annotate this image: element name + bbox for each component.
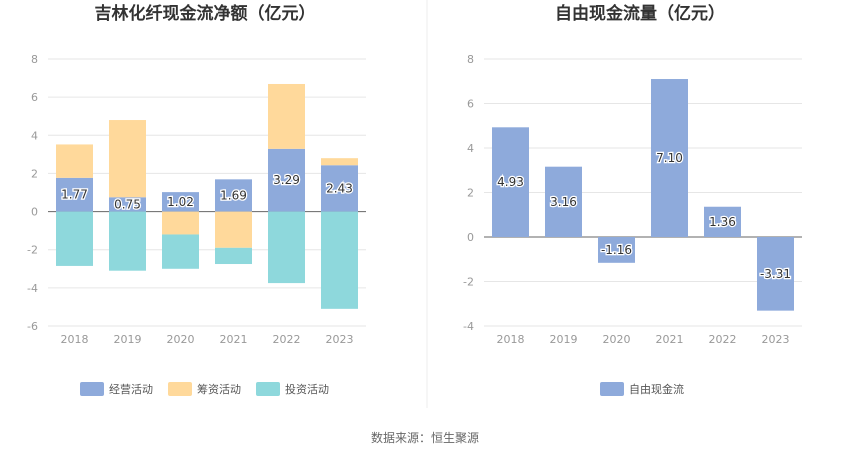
bar-投资活动 — [321, 211, 358, 309]
legend-label: 筹资活动 — [197, 382, 241, 396]
y-tick-label: -2 — [27, 244, 38, 257]
data-source-note: 数据来源：恒生聚源 — [371, 430, 479, 445]
bar-自由现金流 — [492, 127, 529, 237]
data-label: 1.77 — [61, 188, 88, 202]
bar-筹资活动 — [321, 158, 358, 166]
bar-经营活动 — [162, 192, 199, 212]
bar-投资活动 — [162, 234, 199, 269]
bar-经营活动 — [321, 165, 358, 212]
x-tick-label: 2022 — [273, 333, 301, 346]
x-tick-label: 2020 — [603, 333, 631, 346]
y-tick-label: 0 — [31, 206, 38, 219]
bar-投资活动 — [109, 211, 146, 271]
y-tick-label: 4 — [467, 142, 474, 155]
bar-自由现金流 — [598, 237, 635, 263]
bar-投资活动 — [215, 247, 252, 265]
x-tick-label: 2020 — [167, 333, 195, 346]
data-label: -3.31 — [760, 267, 791, 281]
bar-自由现金流 — [545, 166, 582, 237]
x-tick-label: 2019 — [114, 333, 142, 346]
bar-投资活动 — [56, 211, 93, 266]
bar-自由现金流 — [704, 206, 741, 237]
data-label: 1.36 — [709, 215, 736, 229]
cash-flow-net-chart: 吉林化纤现金流净额（亿元） 8 6 4 2 0 -2 -4 -6 2018 2019 2020 202… — [27, 3, 366, 396]
y-tick-label: 2 — [467, 187, 474, 200]
legend-label: 自由现金流 — [629, 382, 684, 396]
bar-经营活动 — [215, 179, 252, 212]
y-tick-label: 4 — [31, 129, 38, 142]
bar-投资活动 — [268, 211, 305, 284]
y-tick-label: 8 — [467, 53, 474, 66]
data-label: 7.10 — [656, 151, 683, 165]
y-tick-label: -4 — [463, 320, 474, 333]
bar-经营活动 — [268, 148, 305, 212]
bar-经营活动 — [56, 177, 93, 212]
x-tick-label: 2022 — [709, 333, 737, 346]
x-tick-label: 2021 — [220, 333, 248, 346]
y-tick-label: 6 — [467, 98, 474, 111]
chart-title: 自由现金流量（亿元） — [555, 3, 725, 24]
bar-自由现金流 — [757, 237, 794, 311]
y-tick-label: -4 — [27, 282, 38, 295]
y-tick-label: 2 — [31, 167, 38, 180]
legend-swatch — [600, 382, 624, 396]
x-tick-label: 2018 — [61, 333, 89, 346]
y-tick-label: 0 — [467, 231, 474, 244]
data-label: 3.29 — [273, 173, 300, 187]
legend-label: 投资活动 — [285, 382, 329, 396]
data-label: 0.75 — [114, 197, 141, 211]
data-label: 3.16 — [550, 195, 577, 209]
bar-筹资活动 — [268, 83, 305, 149]
y-tick-label: 6 — [31, 91, 38, 104]
free-cash-flow-chart: 自由现金流量（亿元） 8 6 4 2 0 -2 -4 2018 2019 2020 2021 2022… — [463, 3, 802, 396]
y-tick-label: 8 — [31, 53, 38, 66]
bar-筹资活动 — [215, 211, 252, 248]
legend-swatch — [256, 382, 280, 396]
bar-经营活动 — [109, 197, 146, 212]
y-tick-label: -2 — [463, 276, 474, 289]
data-label: -1.16 — [601, 243, 632, 257]
x-tick-label: 2018 — [497, 333, 525, 346]
data-label: 1.69 — [220, 188, 247, 202]
legend-swatch — [80, 382, 104, 396]
legend-swatch — [168, 382, 192, 396]
x-tick-label: 2023 — [326, 333, 354, 346]
data-label: 2.43 — [326, 181, 353, 195]
bar-筹资活动 — [162, 211, 199, 235]
data-label: 4.93 — [497, 175, 524, 189]
data-label: 1.02 — [167, 195, 194, 209]
bar-自由现金流 — [651, 79, 688, 238]
bar-筹资活动 — [56, 144, 93, 178]
y-tick-label: -6 — [27, 320, 38, 333]
chart-title: 吉林化纤现金流净额（亿元） — [95, 3, 316, 24]
bar-筹资活动 — [109, 120, 146, 198]
x-tick-label: 2023 — [762, 333, 790, 346]
x-tick-label: 2019 — [550, 333, 578, 346]
x-tick-label: 2021 — [656, 333, 684, 346]
legend-label: 经营活动 — [109, 382, 153, 396]
